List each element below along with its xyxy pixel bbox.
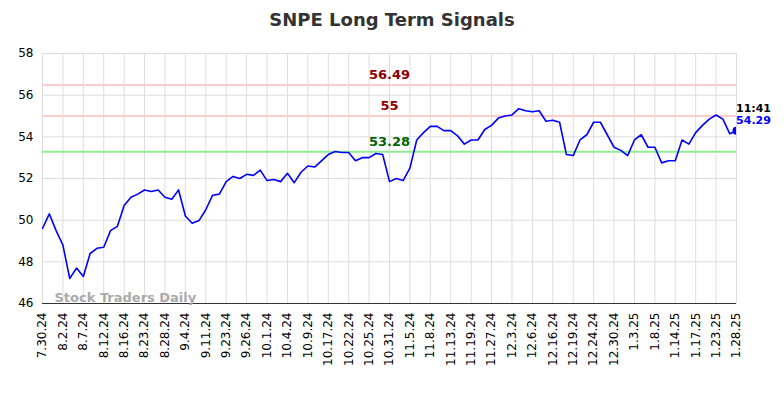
svg-text:8.7.24: 8.7.24: [76, 313, 90, 351]
svg-text:10.17.24: 10.17.24: [321, 313, 335, 366]
svg-text:9.23.24: 9.23.24: [219, 313, 233, 359]
svg-text:53.28: 53.28: [369, 134, 410, 149]
svg-text:10.31.24: 10.31.24: [382, 313, 396, 366]
svg-text:8.16.24: 8.16.24: [117, 313, 131, 359]
svg-text:1.3.25: 1.3.25: [627, 313, 641, 351]
svg-text:10.22.24: 10.22.24: [342, 313, 356, 366]
svg-text:12.16.24: 12.16.24: [546, 313, 560, 366]
svg-text:1.17.25: 1.17.25: [689, 313, 703, 359]
svg-text:10.1.24: 10.1.24: [260, 313, 274, 359]
svg-text:54: 54: [18, 130, 33, 144]
svg-text:48: 48: [18, 255, 33, 269]
svg-text:11.8.24: 11.8.24: [423, 313, 437, 359]
svg-text:12.3.24: 12.3.24: [505, 313, 519, 359]
svg-text:7.30.24: 7.30.24: [35, 313, 49, 359]
svg-text:11.27.24: 11.27.24: [484, 313, 498, 366]
svg-text:55: 55: [380, 98, 398, 113]
svg-text:8.23.24: 8.23.24: [137, 313, 151, 359]
svg-text:58: 58: [18, 46, 33, 60]
svg-text:1.23.25: 1.23.25: [709, 313, 723, 359]
svg-text:8.28.24: 8.28.24: [158, 313, 172, 359]
svg-text:12.30.24: 12.30.24: [607, 313, 621, 366]
html-text:SNPE Long Term Signals: SNPE Long Term Signals: [269, 9, 515, 30]
svg-text:10.4.24: 10.4.24: [280, 313, 294, 359]
svg-text:11.13.24: 11.13.24: [444, 313, 458, 366]
svg-text:1.8.25: 1.8.25: [648, 313, 662, 351]
svg-text:8.2.24: 8.2.24: [56, 313, 70, 351]
svg-text:12.6.24: 12.6.24: [525, 313, 539, 359]
svg-text:11:41: 11:41: [736, 102, 771, 116]
svg-text:52: 52: [18, 171, 33, 185]
svg-text:10.9.24: 10.9.24: [301, 313, 315, 359]
svg-text:11.5.24: 11.5.24: [403, 313, 417, 359]
svg-text:8.12.24: 8.12.24: [97, 313, 111, 359]
svg-text:12.24.24: 12.24.24: [586, 313, 600, 366]
svg-text:9.4.24: 9.4.24: [178, 313, 192, 351]
svg-text:54.29: 54.29: [736, 114, 771, 127]
svg-text:10.25.24: 10.25.24: [362, 313, 376, 366]
svg-text:1.14.25: 1.14.25: [668, 313, 682, 359]
svg-text:56: 56: [18, 88, 33, 102]
svg-text:Stock Traders Daily: Stock Traders Daily: [55, 290, 197, 305]
svg-text:50: 50: [18, 213, 33, 227]
svg-text:11.19.24: 11.19.24: [464, 313, 478, 366]
svg-text:12.19.24: 12.19.24: [566, 313, 580, 366]
svg-text:46: 46: [18, 296, 33, 310]
svg-text:9.11.24: 9.11.24: [199, 313, 213, 359]
svg-text:9.26.24: 9.26.24: [239, 313, 253, 359]
svg-text:56.49: 56.49: [369, 67, 410, 82]
svg-text:1.28.25: 1.28.25: [729, 313, 743, 359]
